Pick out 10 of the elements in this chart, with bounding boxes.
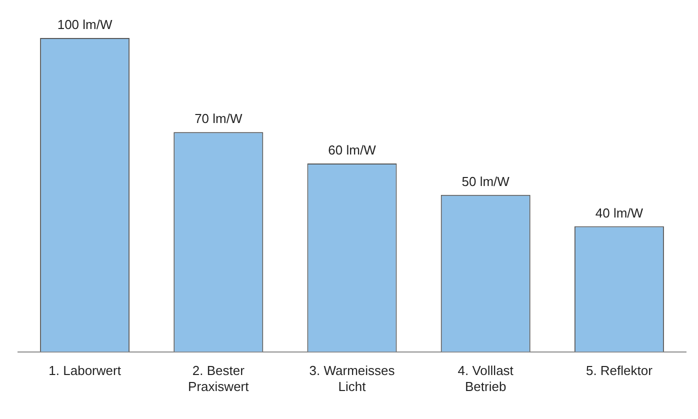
x-tick-label: 4. Volllast Betrieb xyxy=(458,363,514,394)
x-tick-label: 3. Warmeisses Licht xyxy=(309,363,396,394)
data-label: 40 lm/W xyxy=(595,205,644,220)
x-tick-label: 1. Laborwert xyxy=(48,363,122,378)
x-tick-label: 2. Bester Praxiswert xyxy=(188,363,250,394)
x-tick-label: 5. Reflektor xyxy=(586,363,654,378)
data-label: 100 lm/W xyxy=(57,17,113,32)
data-label: 50 lm/W xyxy=(462,174,510,189)
data-label: 70 lm/W xyxy=(194,111,243,126)
data-label: 60 lm/W xyxy=(328,142,377,158)
